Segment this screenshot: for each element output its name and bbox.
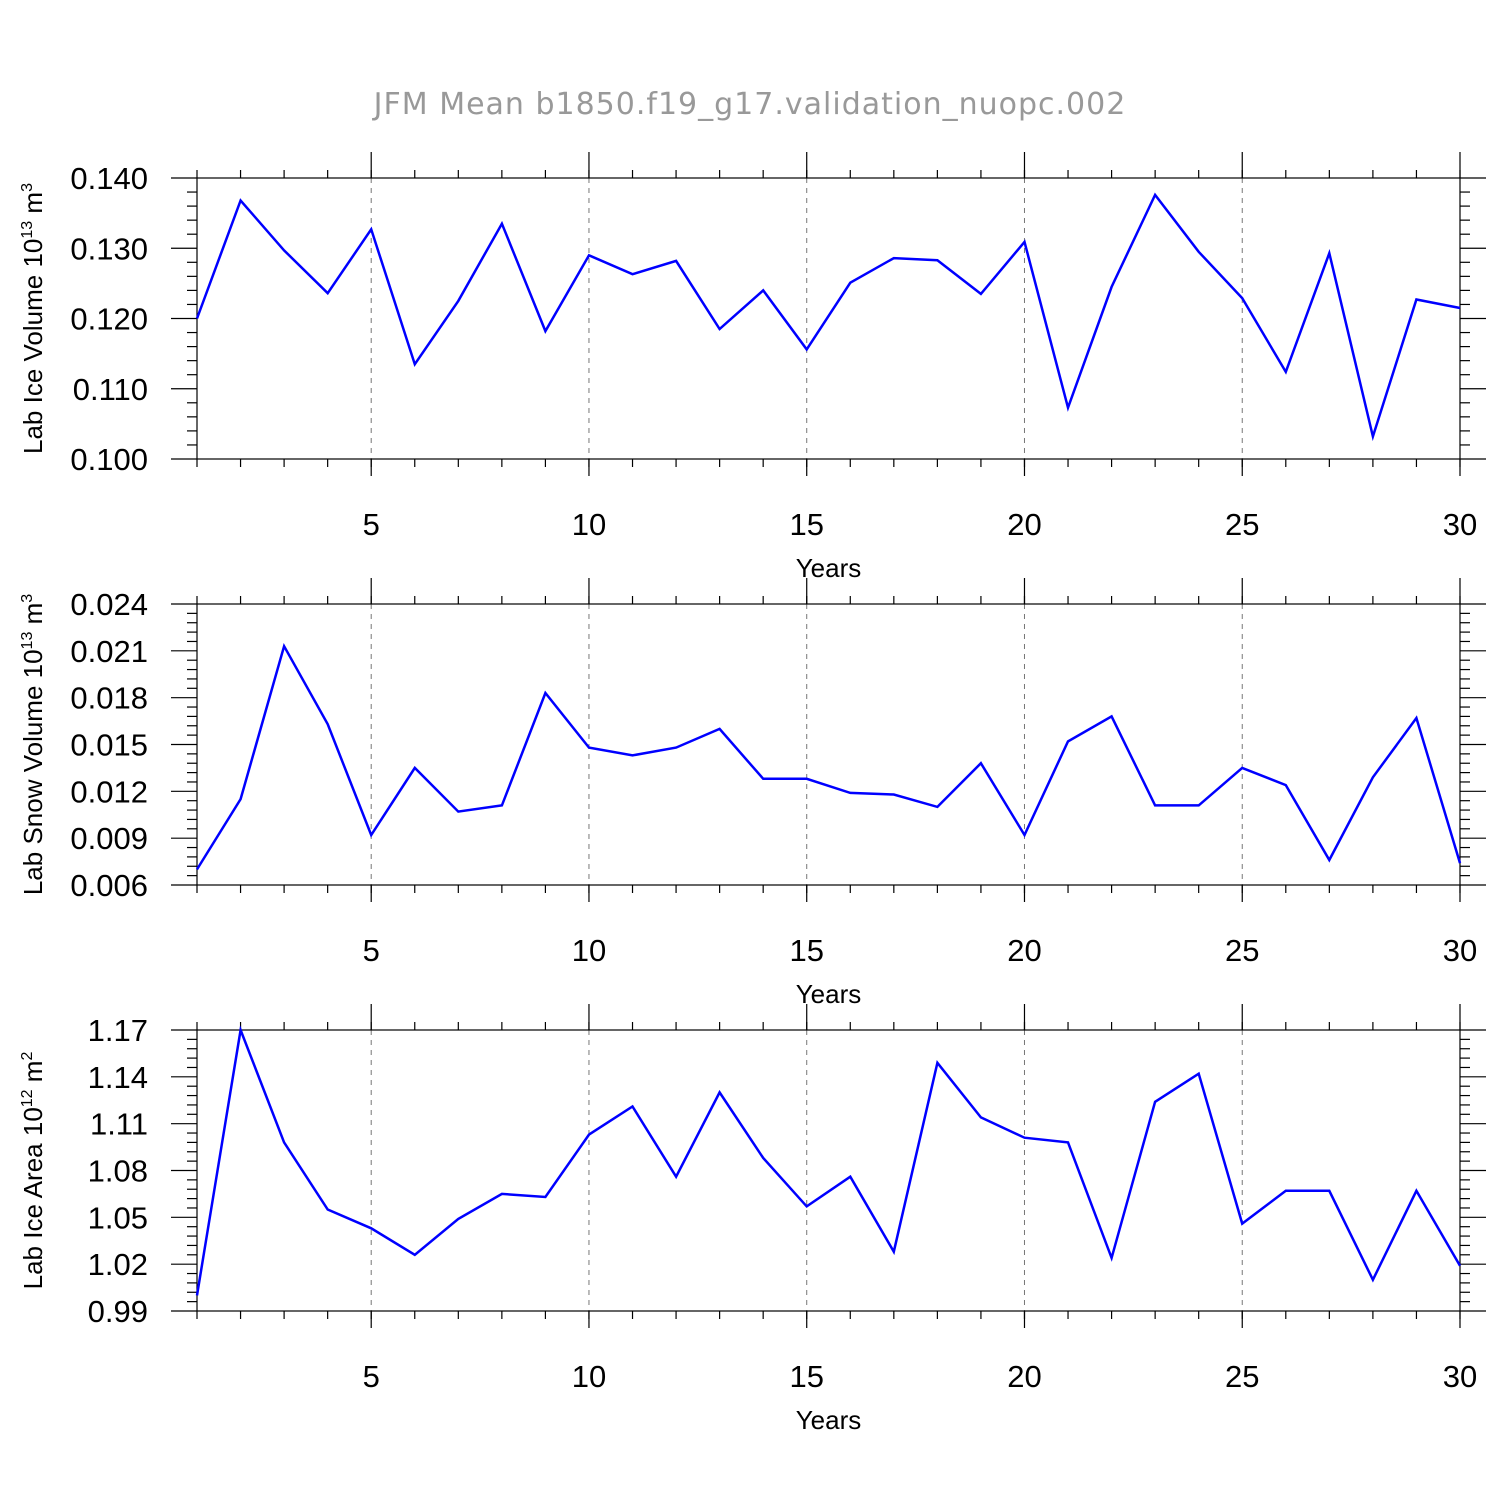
y-tick-label: 0.012 <box>70 774 148 809</box>
x-tick-label: 15 <box>789 1359 823 1394</box>
y-tick-label: 0.100 <box>70 442 148 477</box>
y-tick-label: 0.009 <box>70 821 148 856</box>
y-axis-label: Lab Snow Volume 1013 m3 <box>18 594 48 895</box>
chart-title: JFM Mean b1850.f19_g17.validation_nuopc.… <box>372 87 1127 122</box>
y-tick-label: 0.120 <box>70 302 148 337</box>
y-tick-label: 0.021 <box>70 634 148 669</box>
x-tick-label: 5 <box>363 507 380 542</box>
y-axis-label: Lab Ice Area 1012 m2 <box>18 1052 48 1290</box>
x-tick-label: 30 <box>1443 1359 1477 1394</box>
y-tick-label: 0.130 <box>70 231 148 266</box>
chart-panel-2: 5 10 15 20 25 30 0.006 0.009 0.012 0.015 0.018 0.02… <box>18 578 1486 1009</box>
x-tick-label: 10 <box>572 507 606 542</box>
x-tick-label: 10 <box>572 933 606 968</box>
y-tick-label: 1.05 <box>88 1200 148 1235</box>
x-tick-label: 25 <box>1225 1359 1259 1394</box>
x-axis-label: Years <box>796 553 862 583</box>
y-tick-label: 1.08 <box>88 1154 148 1189</box>
x-tick-label: 10 <box>572 1359 606 1394</box>
y-tick-label: 1.02 <box>88 1247 148 1282</box>
x-tick-label: 15 <box>789 933 823 968</box>
y-tick-label: 0.99 <box>88 1294 148 1329</box>
y-axis-label: Lab Ice Volume 1013 m3 <box>18 183 48 454</box>
x-tick-label: 20 <box>1007 933 1041 968</box>
x-tick-label: 5 <box>363 933 380 968</box>
y-tick-label: 1.14 <box>88 1060 148 1095</box>
y-tick-label: 0.110 <box>73 372 148 407</box>
x-tick-label: 20 <box>1007 1359 1041 1394</box>
x-tick-label: 5 <box>363 1359 380 1394</box>
plot-frame <box>196 603 1461 886</box>
y-tick-label: 0.024 <box>70 587 148 622</box>
y-tick-label: 0.015 <box>70 728 148 763</box>
plot-frame <box>196 1029 1461 1312</box>
chart-panel-1: 5 10 15 20 25 30 0.100 0.110 0.120 0.130 0.140 Year… <box>18 152 1486 583</box>
x-tick-label: 25 <box>1225 507 1259 542</box>
x-axis-label: Years <box>796 1405 862 1435</box>
x-tick-label: 30 <box>1443 507 1477 542</box>
x-tick-label: 30 <box>1443 933 1477 968</box>
series-line <box>195 642 1462 871</box>
x-tick-label: 15 <box>789 507 823 542</box>
x-tick-label: 20 <box>1007 507 1041 542</box>
y-tick-label: 1.17 <box>88 1013 148 1048</box>
y-tick-label: 1.11 <box>90 1107 148 1142</box>
plot-frame <box>196 177 1461 460</box>
x-tick-label: 25 <box>1225 933 1259 968</box>
y-tick-label: 0.140 <box>70 161 148 196</box>
x-axis-label: Years <box>796 979 862 1009</box>
chart-panel-3: 5 10 15 20 25 30 0.99 1.02 1.05 1.08 1.11 1.14 1.17 Y… <box>18 1004 1486 1435</box>
y-tick-label: 0.018 <box>70 681 148 716</box>
series-line <box>195 192 1461 442</box>
y-tick-label: 0.006 <box>70 868 148 903</box>
series-line <box>195 1025 1462 1296</box>
